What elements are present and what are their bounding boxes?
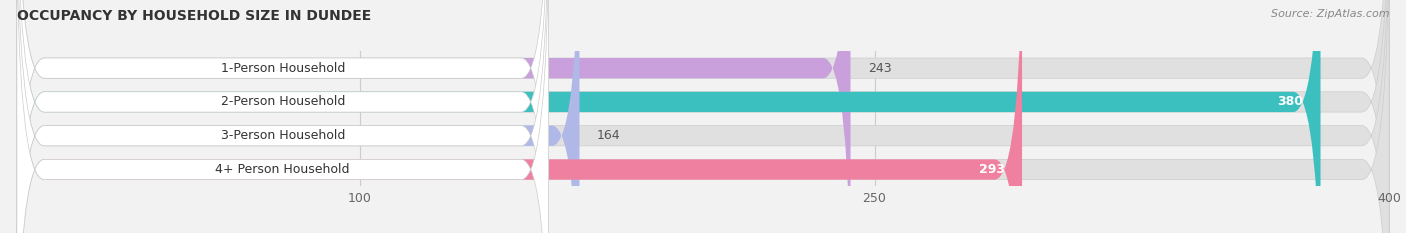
FancyBboxPatch shape bbox=[17, 0, 548, 233]
FancyBboxPatch shape bbox=[17, 0, 579, 233]
FancyBboxPatch shape bbox=[17, 0, 1389, 233]
Text: 4+ Person Household: 4+ Person Household bbox=[215, 163, 350, 176]
Text: 293: 293 bbox=[979, 163, 1005, 176]
FancyBboxPatch shape bbox=[17, 0, 851, 233]
Text: 164: 164 bbox=[596, 129, 620, 142]
Text: 1-Person Household: 1-Person Household bbox=[221, 62, 344, 75]
Text: 243: 243 bbox=[868, 62, 891, 75]
Text: 3-Person Household: 3-Person Household bbox=[221, 129, 344, 142]
FancyBboxPatch shape bbox=[17, 0, 1320, 233]
FancyBboxPatch shape bbox=[17, 0, 548, 233]
Text: OCCUPANCY BY HOUSEHOLD SIZE IN DUNDEE: OCCUPANCY BY HOUSEHOLD SIZE IN DUNDEE bbox=[17, 9, 371, 23]
FancyBboxPatch shape bbox=[17, 0, 548, 233]
Text: 380: 380 bbox=[1278, 96, 1303, 108]
FancyBboxPatch shape bbox=[17, 0, 1389, 233]
Text: Source: ZipAtlas.com: Source: ZipAtlas.com bbox=[1271, 9, 1389, 19]
Text: 2-Person Household: 2-Person Household bbox=[221, 96, 344, 108]
FancyBboxPatch shape bbox=[17, 0, 1022, 233]
FancyBboxPatch shape bbox=[17, 0, 548, 233]
FancyBboxPatch shape bbox=[17, 0, 1389, 233]
FancyBboxPatch shape bbox=[17, 0, 1389, 233]
